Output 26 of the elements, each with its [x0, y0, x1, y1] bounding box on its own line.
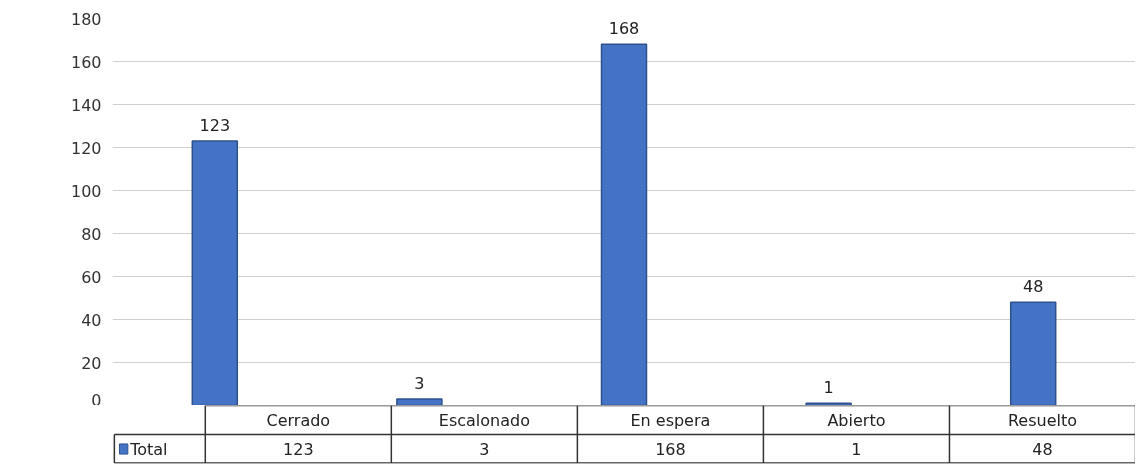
data-label: 1 [823, 378, 834, 398]
y-tick-label: 140 [70, 95, 102, 115]
data-label: 3 [414, 374, 425, 394]
x-tick-label: En espera [630, 410, 711, 430]
x-tick-label: Cerrado [266, 410, 331, 430]
y-tick-label: 40 [81, 310, 102, 330]
y-tick-label: 120 [70, 138, 102, 158]
text: 1 [851, 440, 862, 459]
data-label: 48 [1023, 277, 1044, 297]
data-label: 168 [608, 19, 640, 39]
text: 123 [283, 440, 314, 459]
x-tick-label: Escalonado [438, 410, 530, 430]
legend-label: Total [129, 439, 168, 459]
y-tick-label: 180 [70, 9, 102, 29]
x-tick-label: Abierto [827, 410, 886, 430]
y-tick-label: 20 [81, 353, 102, 373]
text: 48 [1032, 440, 1053, 459]
y-tick-label: 100 [70, 181, 102, 201]
data-label: 123 [199, 116, 231, 136]
y-tick-label: 0 [91, 390, 102, 410]
text: 3 [479, 440, 490, 459]
text: 168 [655, 440, 686, 459]
y-tick-label: 80 [81, 224, 102, 244]
y-tick-label: 160 [70, 52, 102, 72]
y-tick-label: 60 [81, 267, 102, 287]
x-tick-label: Resuelto [1007, 410, 1078, 430]
